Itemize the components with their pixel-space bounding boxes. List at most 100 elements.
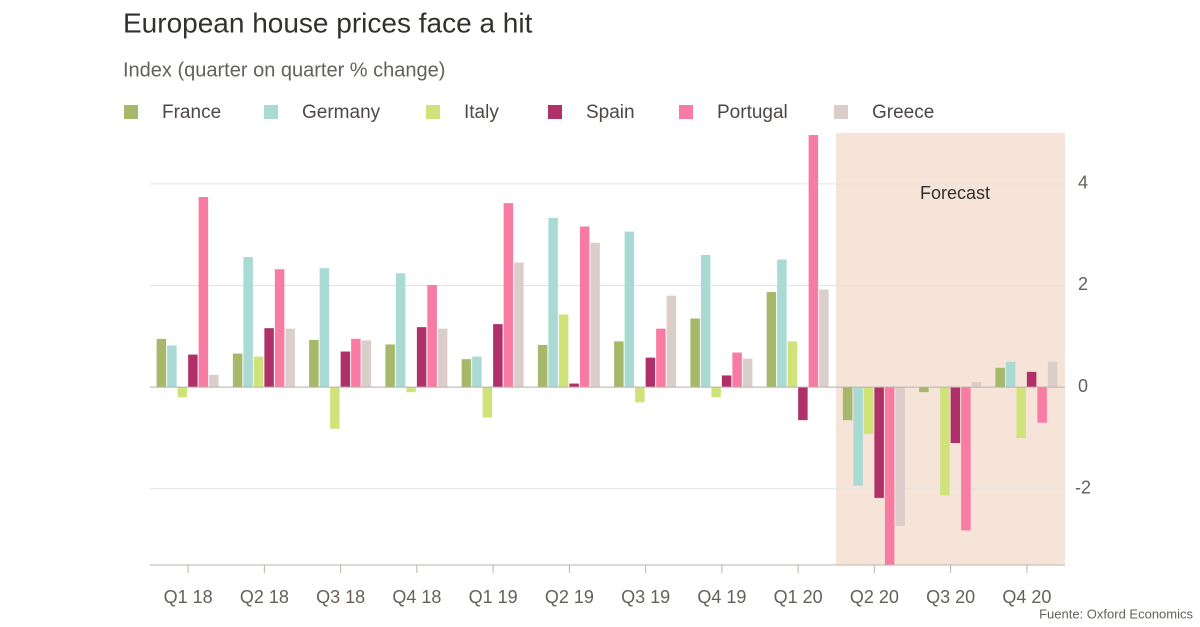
legend-swatch (426, 105, 440, 119)
bar (156, 338, 167, 388)
bar (732, 352, 742, 388)
bar (579, 226, 590, 388)
legend-label: Italy (464, 102, 499, 123)
bar (777, 259, 787, 388)
bar (309, 339, 319, 388)
bar (690, 318, 700, 388)
bar (635, 387, 645, 403)
bar (493, 324, 503, 388)
legend-swatch (548, 105, 562, 119)
bar (1005, 361, 1016, 388)
bar (666, 295, 677, 388)
bar (437, 328, 448, 388)
x-tick-label: Q2 19 (545, 587, 594, 607)
forecast-label: Forecast (920, 183, 990, 203)
bar (721, 375, 732, 388)
x-tick-label: Q4 20 (1002, 587, 1051, 607)
bar (514, 262, 524, 388)
bar (385, 344, 395, 388)
bar (766, 292, 777, 388)
bar (1026, 371, 1037, 388)
bar (961, 387, 971, 531)
bar (819, 289, 829, 388)
legend-label: Portugal (717, 102, 788, 123)
legend-label: Spain (586, 102, 635, 123)
bar (319, 268, 330, 388)
bar (700, 254, 711, 388)
bar (808, 135, 819, 388)
legend-swatch (264, 105, 278, 119)
chart-subtitle: Index (quarter on quarter % change) (123, 59, 445, 81)
x-tick-label: Q2 20 (850, 587, 899, 607)
bar (416, 327, 427, 388)
bar (548, 217, 558, 388)
x-tick-label: Q1 18 (164, 587, 213, 607)
legend-label: Germany (302, 102, 381, 123)
bar (285, 328, 295, 388)
bar (919, 387, 929, 393)
x-tick-label: Q1 20 (774, 587, 823, 607)
bar (742, 358, 753, 388)
bar (895, 387, 905, 526)
y-tick-label: 0 (1078, 376, 1088, 396)
x-tick-label: Q4 19 (697, 587, 746, 607)
bar (842, 387, 853, 421)
bar (395, 273, 406, 388)
bar (482, 387, 493, 418)
bar (167, 345, 177, 388)
bar (243, 257, 253, 388)
bar (645, 357, 656, 388)
bar (1037, 387, 1047, 423)
bar (427, 284, 437, 388)
legend-swatch (124, 105, 138, 119)
bar (590, 242, 600, 388)
bar (624, 231, 635, 388)
bar (950, 387, 961, 444)
x-tick-label: Q3 20 (926, 587, 975, 607)
source: Fuente: Oxford Economics (1039, 606, 1193, 621)
bar (569, 383, 579, 388)
bar (614, 341, 624, 388)
x-tick-label: Q4 18 (392, 587, 441, 607)
bar (351, 338, 361, 388)
legend-swatch (679, 105, 693, 119)
bar (995, 367, 1005, 388)
forecast-shade (836, 133, 1065, 565)
legend-label: France (162, 102, 221, 123)
bar (209, 374, 219, 388)
bar (461, 359, 472, 388)
bar (1016, 387, 1026, 438)
legend-swatch (834, 105, 848, 119)
bar (798, 387, 808, 421)
y-tick-label: 2 (1078, 274, 1088, 294)
bar (340, 351, 351, 388)
bar (177, 387, 188, 398)
bar (863, 387, 874, 434)
chart-title: European house prices face a hit (123, 7, 533, 38)
bar (330, 387, 340, 429)
bar (874, 387, 884, 498)
bar (711, 387, 721, 398)
bar (232, 353, 243, 388)
bar (558, 314, 569, 388)
x-tick-label: Q3 19 (621, 587, 670, 607)
y-tick-label: -2 (1075, 478, 1091, 498)
bar (253, 356, 264, 388)
x-tick-label: Q3 18 (316, 587, 365, 607)
bar (274, 269, 285, 388)
bar (472, 356, 482, 388)
bar (264, 328, 274, 388)
legend-label: Greece (872, 102, 934, 123)
bar (198, 197, 209, 388)
bar (406, 387, 416, 393)
bar (188, 354, 198, 388)
bar (537, 344, 548, 388)
x-tick-label: Q1 19 (469, 587, 518, 607)
y-tick-label: 4 (1078, 173, 1088, 193)
bar (971, 382, 982, 388)
bar (853, 387, 863, 486)
bar (503, 203, 514, 388)
x-tick-label: Q2 18 (240, 587, 289, 607)
bar (656, 328, 666, 388)
